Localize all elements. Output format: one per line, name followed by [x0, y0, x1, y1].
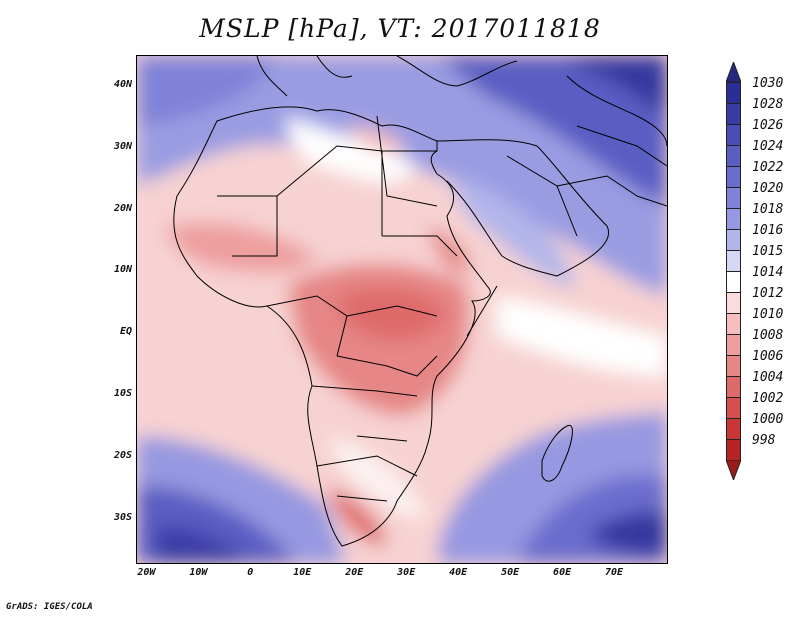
x-tick-label: 30E [397, 567, 416, 578]
colorbar-swatch [726, 250, 741, 271]
colorbar-swatch [726, 313, 741, 334]
colorbar-bottom-arrow [726, 460, 741, 480]
colorbar-label: 1018 [752, 202, 784, 217]
x-tick-label: 10W [189, 567, 208, 578]
colorbar-label: 1020 [752, 181, 784, 196]
y-tick-label: 30S [113, 511, 132, 523]
x-tick-label: 20E [345, 567, 364, 578]
colorbar-label: 1002 [752, 391, 784, 406]
colorbar-label: 1012 [752, 286, 784, 301]
x-tick-label: 50E [501, 567, 520, 578]
colorbar-swatch [726, 229, 741, 250]
colorbar-label: 1010 [752, 307, 784, 322]
colorbar-label: 1006 [752, 349, 784, 364]
colorbar-label: 1004 [752, 370, 784, 385]
x-tick-label: 10E [293, 567, 312, 578]
colorbar-swatch [726, 334, 741, 355]
colorbar-swatch [726, 166, 741, 187]
y-tick-label: 40N [113, 78, 132, 90]
colorbar-swatch [726, 187, 741, 208]
colorbar-label: 1022 [752, 160, 784, 175]
colorbar-label: 1026 [752, 118, 784, 133]
colorbar-swatch [726, 82, 741, 103]
x-tick-label: 0 [247, 567, 254, 578]
colorbar-swatch [726, 397, 741, 418]
colorbar-swatch [726, 376, 741, 397]
colorbar-label: 1008 [752, 328, 784, 343]
colorbar-swatch [726, 124, 741, 145]
colorbar-swatch [726, 103, 741, 124]
colorbar-label: 1000 [752, 412, 784, 427]
colorbar-swatch [726, 355, 741, 376]
colorbar-label: 1030 [752, 76, 784, 91]
y-tick-label: 10S [113, 388, 132, 400]
colorbar-label: 1014 [752, 265, 784, 280]
colorbar-swatch [726, 271, 741, 292]
colorbar-label: 1028 [752, 97, 784, 112]
y-tick-label: EQ [119, 326, 132, 338]
colorbar-label: 998 [752, 433, 776, 448]
colorbar-label: 1024 [752, 139, 784, 154]
map-panel [136, 55, 668, 564]
y-tick-label: 20N [113, 202, 132, 214]
y-tick-label: 30N [113, 140, 132, 152]
credit-text: GrADS: IGES/COLA [6, 602, 93, 612]
colorbar-swatch [726, 292, 741, 313]
colorbar-swatch [726, 145, 741, 166]
y-tick-label: 20S [113, 449, 132, 461]
colorbar-top-arrow [726, 62, 741, 82]
colorbar-swatch [726, 418, 741, 439]
y-tick-label: 10N [113, 264, 132, 276]
x-tick-label: 60E [553, 567, 572, 578]
colorbar-swatch [726, 208, 741, 229]
colorbar-swatch [726, 439, 741, 460]
country-borders [173, 56, 667, 547]
colorbar-label: 1015 [752, 244, 784, 259]
pressure-field [137, 56, 667, 563]
map-title: MSLP [hPa], VT: 2017011818 [199, 14, 601, 43]
x-tick-label: 40E [449, 567, 468, 578]
colorbar-label: 1016 [752, 223, 784, 238]
x-tick-label: 20W [137, 567, 156, 578]
x-tick-label: 70E [605, 567, 624, 578]
